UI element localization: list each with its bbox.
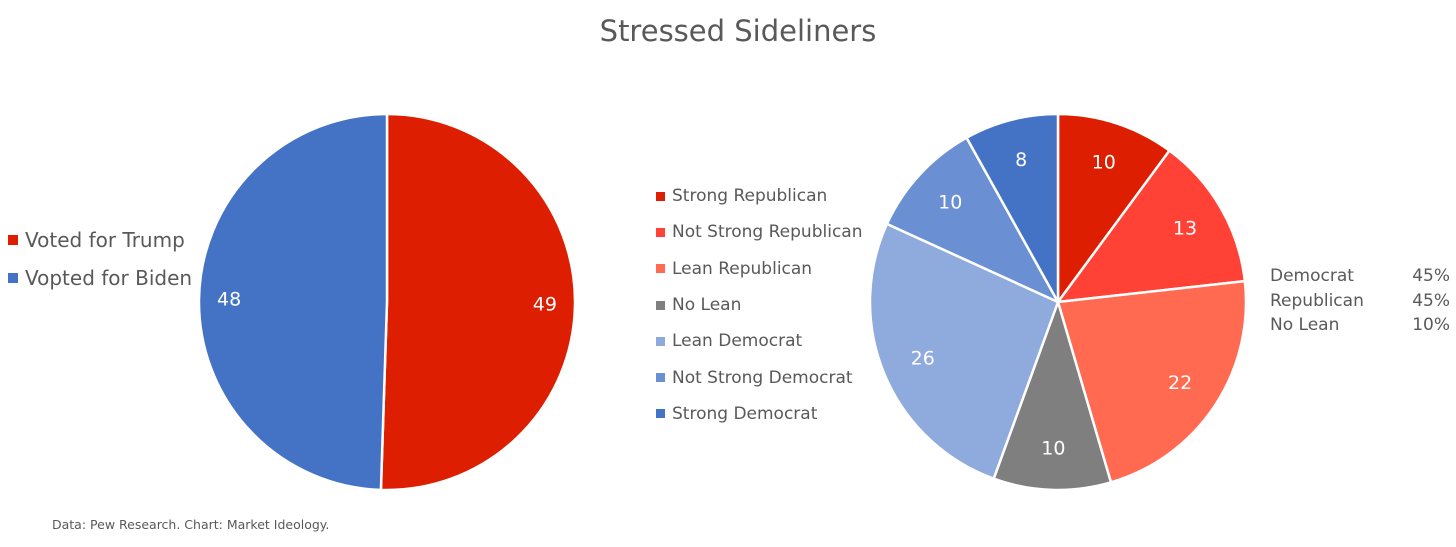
legend-swatch	[8, 235, 18, 245]
source-note: Data: Pew Research. Chart: Market Ideolo…	[52, 517, 330, 532]
legend-swatch	[656, 409, 665, 419]
summary-value: 45%	[1412, 290, 1450, 311]
pie-slice-vopted-for-biden	[197, 112, 389, 492]
data-label-no-lean: 10	[1041, 438, 1065, 460]
legend-party-id: Strong Republican Not Strong Republican Le…	[656, 178, 862, 432]
legend-item-vopted-for-biden: Vopted for Biden	[8, 259, 192, 297]
data-label-lean-republican: 22	[1168, 372, 1192, 394]
pie-slice-strong-republican	[1056, 112, 1171, 304]
legend-item-strong-democrat: Strong Democrat	[656, 396, 862, 432]
legend-swatch	[656, 264, 665, 274]
pie-slice-voted-for-trump	[379, 112, 577, 492]
legend-swatch	[656, 336, 665, 346]
legend-label: Voted for Trump	[25, 228, 185, 252]
pie-slice-lean-republican	[1056, 279, 1248, 484]
summary-row-no-lean: No Lean 10%	[1270, 315, 1450, 340]
legend-label: Not Strong Republican	[672, 222, 863, 243]
legend-swatch	[656, 300, 665, 310]
pie-slice-lean-democrat	[868, 222, 1060, 480]
legend-swatch	[656, 191, 665, 201]
legend-item-not-strong-republican: Not Strong Republican	[656, 214, 862, 250]
legend-swatch	[656, 373, 665, 383]
legend-label: Strong Republican	[672, 186, 828, 207]
legend-vote: Voted for Trump Vopted for Biden	[8, 221, 192, 297]
data-label-not-strong-democrat: 10	[938, 192, 962, 214]
summary-label: Democrat	[1270, 266, 1354, 286]
data-label-lean-democrat: 26	[911, 348, 935, 370]
pie-slice-not-strong-republican	[1056, 149, 1247, 304]
summary-label: No Lean	[1270, 315, 1340, 335]
summary-label: Republican	[1270, 290, 1364, 311]
pie-slice-not-strong-democrat	[885, 136, 1060, 304]
summary-value: 45%	[1412, 266, 1450, 286]
legend-item-no-lean: No Lean	[656, 287, 862, 323]
pie-slice-strong-democrat	[965, 112, 1060, 304]
legend-item-strong-republican: Strong Republican	[656, 178, 862, 214]
chart-title: Stressed Sideliners	[599, 14, 877, 48]
legend-label: Strong Democrat	[672, 403, 818, 424]
legend-item-lean-democrat: Lean Democrat	[656, 323, 862, 359]
summary-row-democrat: Democrat 45%	[1270, 266, 1450, 291]
party-summary-table: Democrat 45% Republican 45% No Lean 10%	[1270, 266, 1450, 340]
data-label-strong-republican: 10	[1092, 152, 1116, 174]
legend-item-voted-for-trump: Voted for Trump	[8, 221, 192, 259]
legend-swatch	[656, 227, 665, 237]
legend-label: No Lean	[672, 295, 742, 316]
legend-label: Lean Democrat	[672, 331, 803, 352]
summary-row-republican: Republican 45%	[1270, 291, 1450, 316]
pie-slice-no-lean	[992, 300, 1113, 492]
legend-item-lean-republican: Lean Republican	[656, 251, 862, 287]
summary-value: 10%	[1412, 315, 1450, 335]
legend-label: Vopted for Biden	[25, 266, 193, 290]
legend-label: Not Strong Democrat	[672, 367, 853, 388]
data-label-strong-democrat: 8	[1015, 149, 1027, 171]
data-label-not-strong-republican: 13	[1173, 218, 1197, 240]
legend-swatch	[8, 273, 18, 283]
legend-label: Lean Republican	[672, 258, 813, 279]
legend-item-not-strong-democrat: Not Strong Democrat	[656, 359, 862, 395]
data-label-vopted-for-biden: 48	[217, 288, 241, 310]
data-label-voted-for-trump: 49	[533, 294, 557, 316]
